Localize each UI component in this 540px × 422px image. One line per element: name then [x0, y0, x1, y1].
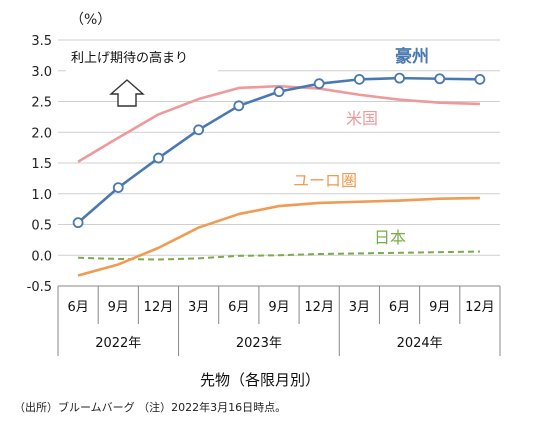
x-tick-label: 9月 — [429, 300, 450, 315]
footnote: （出所）ブルームバーグ （注）2022年3月16日時点。 — [14, 400, 286, 414]
data-point — [233, 100, 245, 112]
data-point — [72, 217, 84, 229]
x-tick-label: 6月 — [389, 300, 410, 315]
y-tick-label: 0.5 — [31, 219, 52, 234]
y-tick-label: 2.5 — [31, 96, 52, 111]
y-tick-label: 3.5 — [31, 34, 52, 49]
y-tick-label: -0.5 — [27, 280, 52, 295]
up-arrow-icon — [109, 79, 145, 107]
x-tick-label: 3月 — [188, 300, 209, 315]
series-line-3 — [78, 250, 480, 261]
x-tick-label: 3月 — [349, 300, 370, 315]
x-year-label: 2022年 — [95, 336, 141, 351]
series-line-0 — [77, 76, 480, 224]
series-line-1 — [77, 84, 480, 163]
x-year-label: 2024年 — [397, 336, 443, 351]
series-label: 米国 — [346, 109, 378, 128]
x-tick-label: 12月 — [465, 300, 495, 315]
data-point — [153, 152, 164, 164]
y-tick-label: 0.0 — [31, 249, 52, 264]
series-label: ユーロ圏 — [293, 171, 357, 190]
data-point — [313, 78, 325, 90]
x-tick-label: 6月 — [67, 300, 88, 315]
data-point — [112, 182, 124, 194]
data-point — [353, 73, 365, 85]
data-point — [474, 73, 486, 85]
y-tick-label: 3.0 — [31, 65, 52, 80]
series-label: 日本 — [374, 228, 406, 247]
x-year-label: 2023年 — [236, 336, 282, 351]
series-line-2 — [77, 196, 480, 277]
y-tick-label: 1.5 — [31, 157, 52, 172]
y-tick-label: 2.0 — [31, 126, 52, 141]
x-tick-label: 9月 — [268, 300, 289, 315]
annotation-text: 利上げ期待の高まり — [71, 50, 188, 66]
x-axis-label: 先物（各限月別） — [200, 371, 320, 389]
y-tick-label: 1.0 — [31, 188, 52, 203]
x-tick-label: 12月 — [144, 300, 174, 315]
annotation-box — [66, 44, 218, 72]
series-label: 豪州 — [395, 46, 429, 67]
data-point — [394, 72, 405, 84]
x-tick-label: 12月 — [304, 300, 334, 315]
x-tick-label: 9月 — [108, 300, 129, 315]
x-tick-label: 6月 — [228, 300, 249, 315]
y-axis-unit: （%） — [70, 12, 111, 28]
data-point — [193, 124, 205, 136]
data-point — [434, 73, 446, 85]
data-point — [273, 86, 285, 98]
